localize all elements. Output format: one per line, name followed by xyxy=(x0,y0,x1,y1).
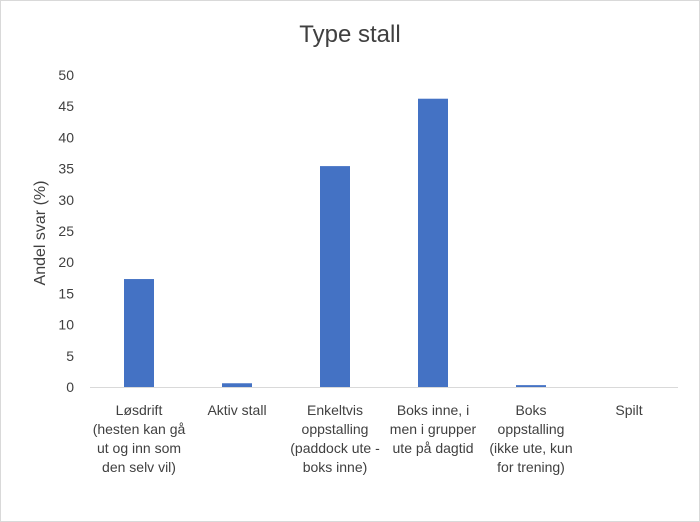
y-tick-label: 30 xyxy=(58,192,74,208)
bar xyxy=(222,383,252,387)
bar xyxy=(516,385,546,387)
y-tick-label: 35 xyxy=(58,161,74,177)
y-tick-label: 5 xyxy=(66,348,74,364)
bar xyxy=(320,166,350,387)
y-tick-label: 40 xyxy=(58,129,74,145)
x-tick-label: Boks inne, i men i grupper ute på dagtid xyxy=(389,402,477,456)
bar xyxy=(418,98,448,387)
y-tick-label: 10 xyxy=(58,317,74,333)
x-tick-label: Enkeltvis oppstalling (paddock ute - bok… xyxy=(290,402,380,475)
y-tick-label: 15 xyxy=(58,285,74,301)
y-tick-label: 0 xyxy=(66,379,74,395)
y-tick-label: 45 xyxy=(58,98,74,114)
y-tick-label: 20 xyxy=(58,254,74,270)
x-tick-label: Aktiv stall xyxy=(207,402,267,418)
x-tick-label: Spilt xyxy=(615,402,643,418)
y-tick-label: 25 xyxy=(58,223,74,239)
x-tick-label: Løsdrift (hesten kan gå ut og inn som de… xyxy=(92,402,186,475)
x-tick-label: Boks oppstalling (ikke ute, kun for tren… xyxy=(489,402,573,475)
bar xyxy=(124,279,154,387)
chart-title: Type stall xyxy=(299,21,401,48)
y-tick-label: 50 xyxy=(58,67,74,83)
